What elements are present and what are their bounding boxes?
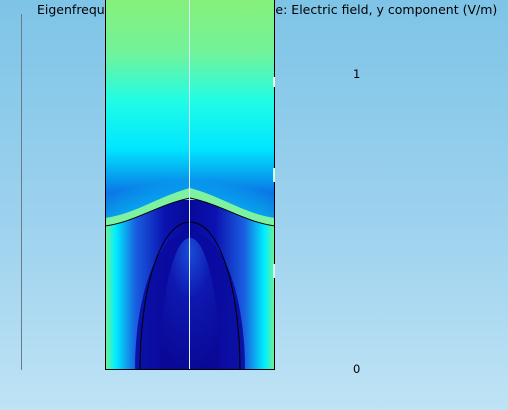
- scale-max-label: 1: [353, 67, 361, 81]
- edge-tick: [273, 264, 275, 278]
- edge-tick: [273, 77, 275, 87]
- axis-line: [21, 14, 22, 370]
- scale-min-label: 0: [353, 362, 361, 376]
- field-plot-svg: [105, 0, 275, 370]
- multislice-plot[interactable]: [105, 0, 275, 370]
- edge-tick: [273, 168, 275, 182]
